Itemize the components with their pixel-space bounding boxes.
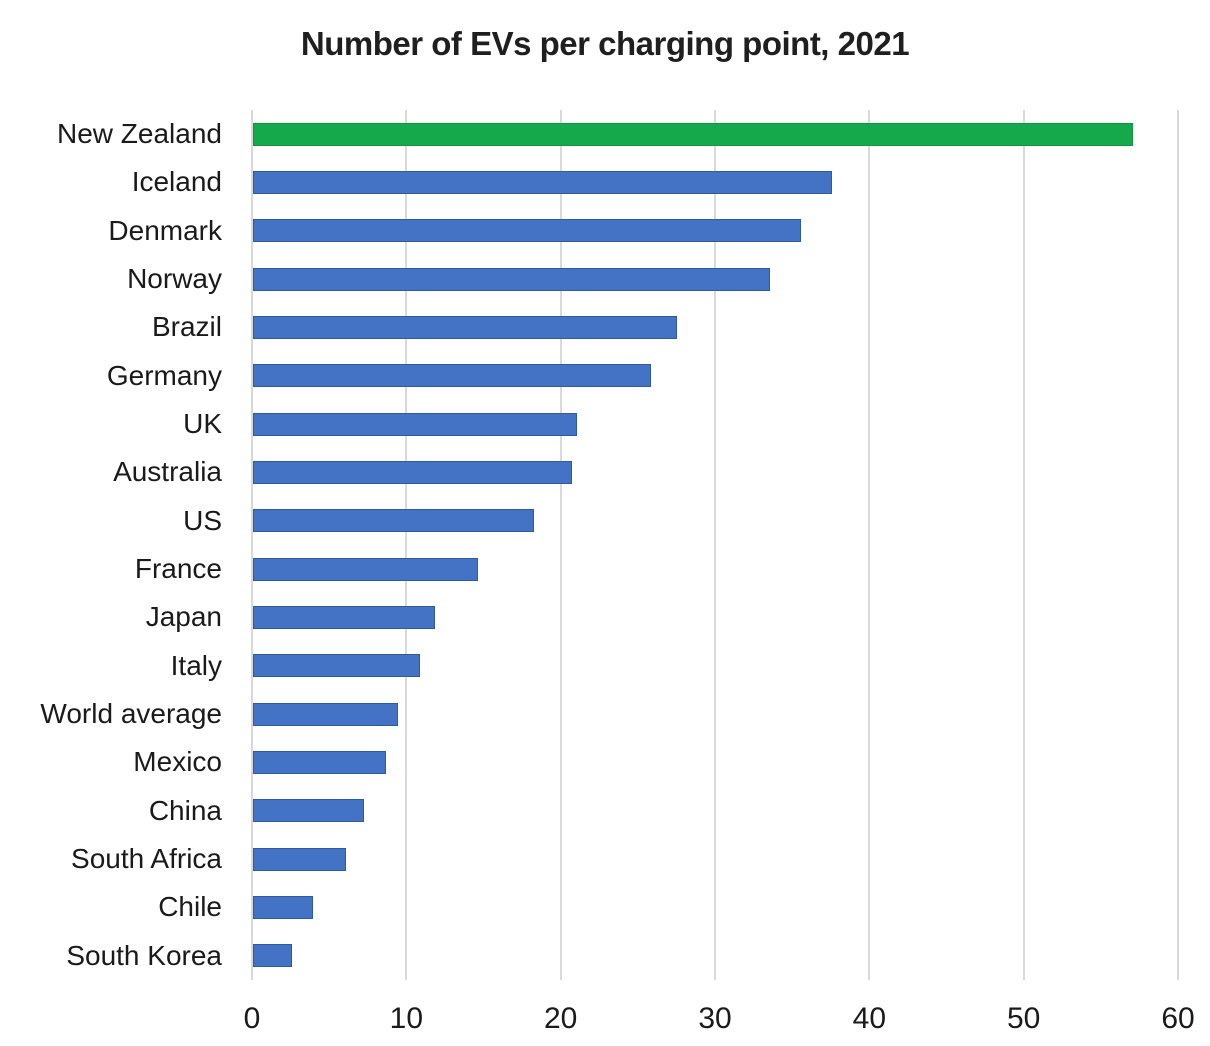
bar: [253, 267, 771, 291]
category-label: Brazil: [151, 311, 222, 343]
category-label: World average: [40, 698, 222, 730]
category-label: US: [183, 504, 222, 536]
x-tick-label-40: 40: [852, 1002, 887, 1035]
bar: [253, 219, 801, 243]
bar: [253, 799, 365, 823]
category-label: Iceland: [131, 166, 222, 198]
gridline-x-20: [559, 110, 562, 980]
category-label: Denmark: [108, 214, 222, 246]
bar: [253, 171, 832, 194]
gridline-x-60: [1177, 110, 1179, 980]
bar-highlight: [253, 122, 1133, 146]
gridline-x-40: [868, 110, 871, 980]
x-tick-label-50: 50: [1006, 1002, 1041, 1035]
bar: [253, 702, 399, 726]
bar: [253, 461, 573, 484]
category-label: Italy: [170, 649, 222, 681]
gridline-x-50: [1022, 110, 1025, 980]
category-label: France: [134, 553, 222, 585]
category-label: South Korea: [66, 939, 222, 971]
category-label: UK: [183, 408, 222, 440]
gridline-x-30: [714, 110, 716, 980]
bar: [253, 751, 386, 774]
x-tick-label-60: 60: [1161, 1002, 1195, 1035]
category-label: Mexico: [133, 746, 222, 778]
category-label: China: [148, 794, 222, 826]
gridline-x-10: [405, 110, 408, 980]
bar: [253, 364, 652, 388]
category-label: Australia: [113, 456, 222, 488]
bar: [253, 847, 346, 871]
x-tick-label-30: 30: [698, 1002, 732, 1035]
bar: [253, 557, 479, 581]
x-tick-label-20: 20: [543, 1002, 578, 1035]
category-label: Japan: [145, 601, 222, 633]
category-label: New Zealand: [57, 118, 222, 150]
bar: [253, 412, 578, 436]
bar: [253, 316, 678, 339]
category-label: South Africa: [71, 843, 222, 875]
bar: [253, 944, 292, 968]
bar: [253, 606, 436, 629]
bar: [253, 654, 420, 678]
category-label: Norway: [127, 263, 222, 295]
x-tick-label-10: 10: [389, 1002, 424, 1035]
x-tick-label-0: 0: [243, 1002, 261, 1035]
chart-title: Number of EVs per charging point, 2021: [300, 25, 910, 62]
bar: [253, 509, 534, 533]
category-label: Chile: [158, 891, 222, 923]
gridline-x-0: [251, 110, 253, 980]
category-label: Germany: [106, 359, 222, 391]
bar: [253, 896, 314, 919]
